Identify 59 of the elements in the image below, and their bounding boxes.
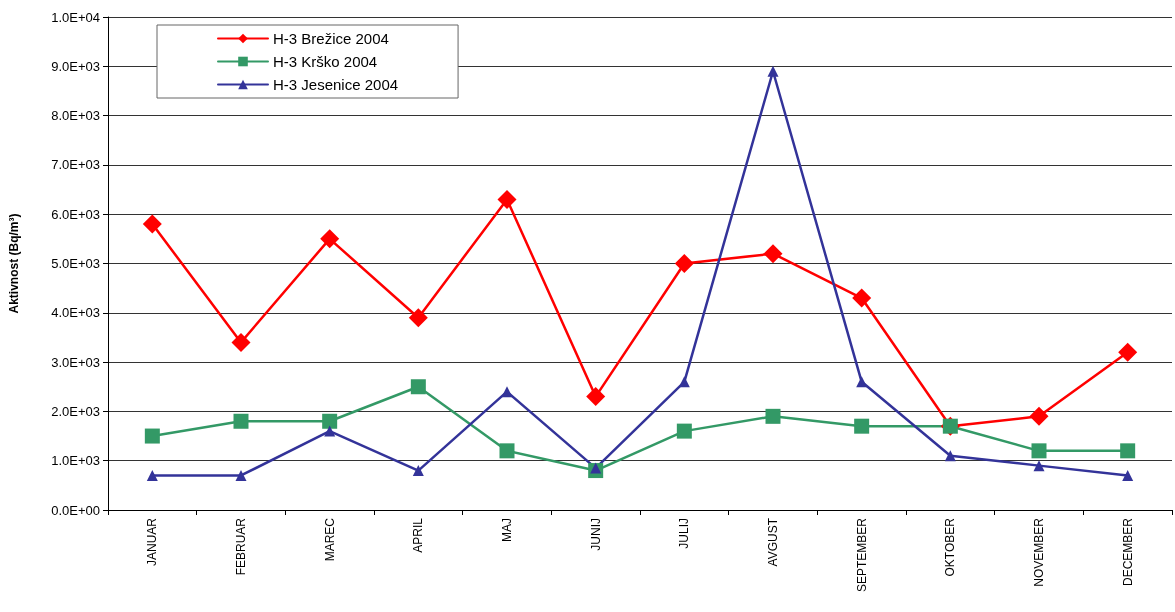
y-tick-label: 7.0E+03 (51, 157, 100, 173)
x-tick-label: JANUAR (145, 517, 160, 567)
x-tick-label: DECEMBER (1120, 517, 1135, 587)
point (235, 469, 247, 481)
y-tick-label: 8.0E+03 (51, 108, 100, 124)
point (854, 418, 870, 434)
y-axis-title: Aktivnost (Bq/m³) (7, 213, 21, 314)
point (233, 413, 249, 429)
x-tick-label: FEBRUAR (234, 517, 248, 576)
legend-label: H-3 Jesenice 2004 (273, 76, 399, 93)
x-tick-label: MAJ (500, 518, 514, 542)
point (408, 308, 428, 328)
point (1033, 460, 1045, 472)
point (1118, 342, 1138, 362)
y-tick-label: 2.0E+03 (51, 403, 100, 419)
x-tick-label: OKTOBER (943, 517, 958, 577)
point (674, 254, 694, 273)
point (676, 423, 692, 439)
x-tick-label: AVGUST (766, 517, 780, 567)
point (765, 408, 781, 424)
point (320, 229, 340, 249)
y-tick-label: 1.0E+04 (51, 9, 100, 25)
x-tick-label: JULIJ (677, 518, 692, 549)
y-tick-label: 4.0E+03 (51, 305, 100, 321)
y-tick-label: 6.0E+03 (51, 206, 100, 222)
point (144, 428, 160, 444)
point (142, 214, 162, 234)
point (1120, 443, 1136, 459)
point (231, 332, 251, 352)
y-tick-label: 1.0E+03 (51, 453, 100, 469)
y-tick-label: 5.0E+03 (51, 256, 100, 271)
point (767, 65, 779, 77)
point (1029, 406, 1049, 426)
point (1031, 443, 1047, 459)
point (501, 386, 513, 398)
point (324, 425, 336, 437)
point (852, 288, 872, 308)
point (146, 469, 158, 481)
point (763, 244, 783, 264)
y-tick-label: 9.0E+03 (51, 58, 100, 74)
legend-label: H-3 Brežice 2004 (273, 30, 389, 47)
point (410, 379, 426, 395)
point (586, 387, 606, 407)
y-tick-label: 0.0E+00 (51, 502, 100, 518)
legend-label: H-3 Krško 2004 (273, 53, 378, 70)
point (590, 462, 602, 474)
x-tick-label: APRIL (411, 517, 426, 553)
x-tick-label: MAREC (322, 517, 337, 562)
point (497, 189, 517, 209)
point (322, 413, 338, 429)
x-tick-label: NOVEMBER (1032, 517, 1046, 587)
point (1122, 469, 1134, 481)
x-tick-label: SEPTEMBER (854, 517, 869, 593)
point (412, 465, 424, 477)
point (499, 443, 515, 459)
point (856, 376, 868, 388)
x-tick-label: JUNIJ (588, 518, 603, 551)
point (944, 450, 956, 462)
y-tick-label: 3.0E+03 (51, 354, 100, 370)
